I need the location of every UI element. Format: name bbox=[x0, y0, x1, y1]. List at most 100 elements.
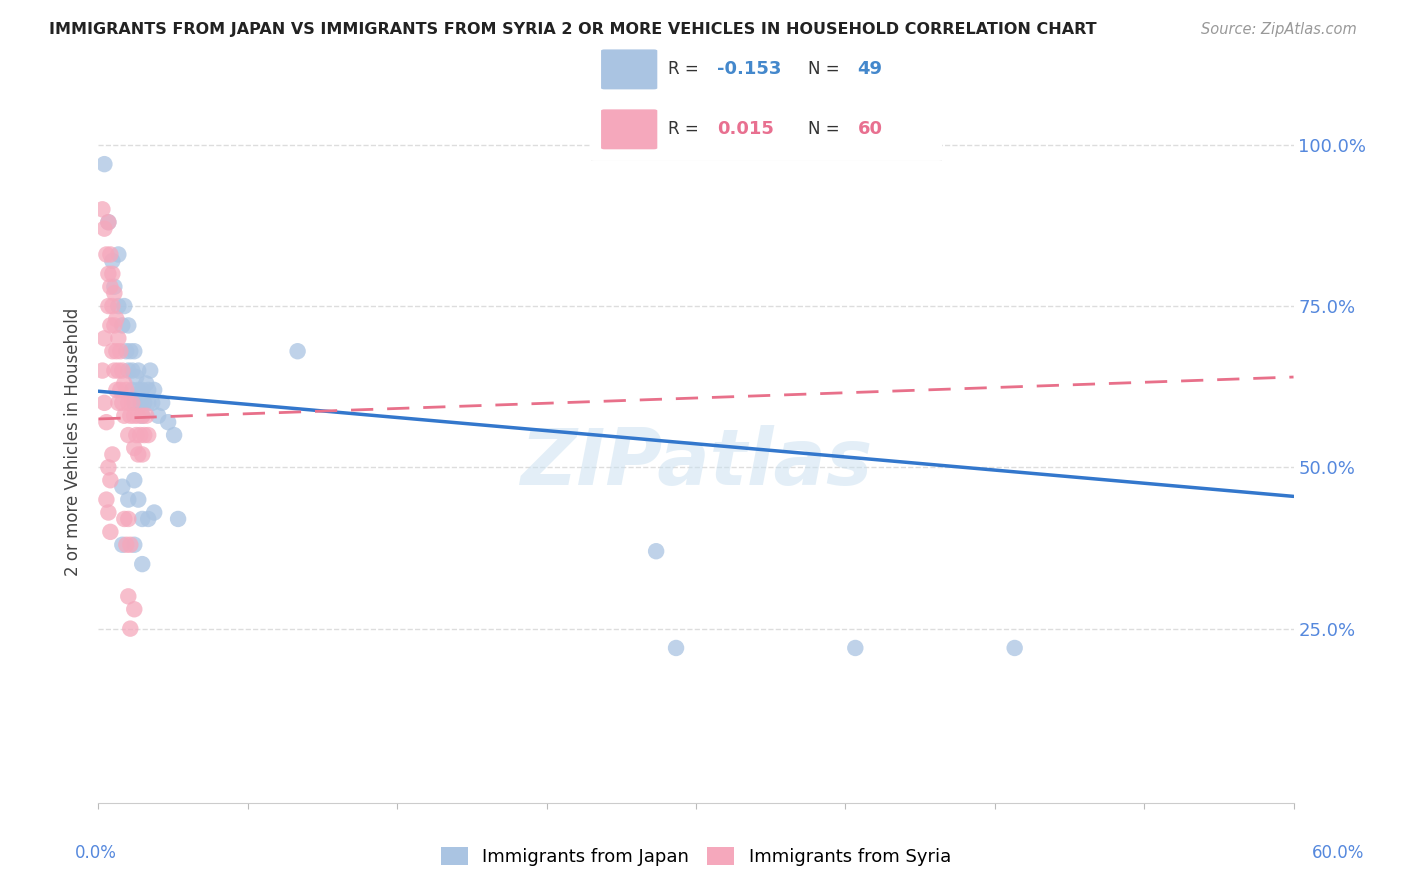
Point bbox=[96, 247, 118, 261]
Point bbox=[127, 447, 149, 461]
Point bbox=[844, 640, 866, 655]
FancyBboxPatch shape bbox=[602, 49, 657, 89]
Point bbox=[112, 512, 135, 526]
Point bbox=[125, 428, 148, 442]
Point bbox=[98, 473, 122, 487]
Point bbox=[111, 538, 134, 552]
Point bbox=[117, 363, 139, 377]
Point bbox=[120, 622, 142, 636]
Point bbox=[97, 506, 120, 520]
Point bbox=[101, 344, 124, 359]
Text: 60: 60 bbox=[858, 120, 883, 138]
Point bbox=[107, 363, 129, 377]
Text: IMMIGRANTS FROM JAPAN VS IMMIGRANTS FROM SYRIA 2 OR MORE VEHICLES IN HOUSEHOLD C: IMMIGRANTS FROM JAPAN VS IMMIGRANTS FROM… bbox=[49, 22, 1097, 37]
Point bbox=[1004, 640, 1026, 655]
Point bbox=[97, 215, 120, 229]
Point bbox=[127, 409, 149, 423]
Point bbox=[131, 383, 153, 397]
Point bbox=[112, 376, 135, 391]
Text: 60.0%: 60.0% bbox=[1312, 844, 1365, 862]
Point bbox=[111, 396, 134, 410]
Point bbox=[101, 267, 124, 281]
Point bbox=[134, 396, 156, 410]
Point bbox=[124, 538, 146, 552]
Point bbox=[143, 383, 166, 397]
Point bbox=[115, 344, 138, 359]
Point bbox=[143, 506, 166, 520]
Point bbox=[136, 383, 159, 397]
Point bbox=[112, 299, 135, 313]
Point bbox=[107, 331, 129, 345]
Point bbox=[98, 279, 122, 293]
Point bbox=[101, 299, 124, 313]
Point bbox=[129, 396, 152, 410]
Point bbox=[645, 544, 668, 558]
Point bbox=[287, 344, 309, 359]
Point bbox=[91, 202, 114, 217]
Point bbox=[665, 640, 688, 655]
Point bbox=[112, 409, 135, 423]
Point bbox=[125, 370, 148, 384]
Point bbox=[97, 215, 120, 229]
Point bbox=[131, 557, 153, 571]
Point bbox=[127, 383, 149, 397]
Point bbox=[93, 157, 115, 171]
Text: N =: N = bbox=[808, 61, 845, 78]
Text: N =: N = bbox=[808, 120, 845, 138]
Point bbox=[101, 254, 124, 268]
Point bbox=[101, 447, 124, 461]
Point bbox=[121, 396, 143, 410]
Text: Source: ZipAtlas.com: Source: ZipAtlas.com bbox=[1201, 22, 1357, 37]
Text: R =: R = bbox=[668, 120, 704, 138]
Point bbox=[117, 428, 139, 442]
Point bbox=[121, 363, 143, 377]
Point bbox=[129, 428, 152, 442]
Point bbox=[103, 279, 125, 293]
Point bbox=[124, 396, 146, 410]
Point bbox=[120, 538, 142, 552]
Legend: Immigrants from Japan, Immigrants from Syria: Immigrants from Japan, Immigrants from S… bbox=[433, 839, 959, 873]
Point bbox=[115, 383, 138, 397]
Point bbox=[150, 396, 173, 410]
Point bbox=[124, 473, 146, 487]
Point bbox=[131, 409, 153, 423]
Point bbox=[97, 460, 120, 475]
Point bbox=[136, 512, 159, 526]
Point bbox=[103, 286, 125, 301]
Point bbox=[167, 512, 190, 526]
Point bbox=[96, 492, 118, 507]
Point bbox=[105, 344, 128, 359]
Point bbox=[111, 318, 134, 333]
Point bbox=[93, 221, 115, 235]
Point bbox=[97, 267, 120, 281]
Point bbox=[103, 363, 125, 377]
Point bbox=[134, 428, 156, 442]
Point bbox=[148, 409, 170, 423]
Y-axis label: 2 or more Vehicles in Household: 2 or more Vehicles in Household bbox=[65, 308, 83, 575]
Text: R =: R = bbox=[668, 61, 704, 78]
Point bbox=[93, 396, 115, 410]
Point bbox=[124, 409, 146, 423]
Point bbox=[121, 383, 143, 397]
Point bbox=[163, 428, 186, 442]
Point bbox=[107, 299, 129, 313]
Point bbox=[110, 383, 132, 397]
Point bbox=[110, 344, 132, 359]
Point bbox=[117, 492, 139, 507]
Point bbox=[115, 538, 138, 552]
Point bbox=[103, 318, 125, 333]
Point bbox=[136, 428, 159, 442]
Point bbox=[120, 344, 142, 359]
FancyBboxPatch shape bbox=[602, 110, 657, 149]
Text: 0.015: 0.015 bbox=[717, 120, 773, 138]
Point bbox=[124, 602, 146, 616]
Point bbox=[96, 415, 118, 429]
Point bbox=[124, 441, 146, 455]
Point bbox=[127, 363, 149, 377]
Point bbox=[93, 331, 115, 345]
Point bbox=[117, 318, 139, 333]
Point bbox=[107, 396, 129, 410]
Point bbox=[135, 376, 157, 391]
Point bbox=[111, 363, 134, 377]
Point bbox=[131, 512, 153, 526]
